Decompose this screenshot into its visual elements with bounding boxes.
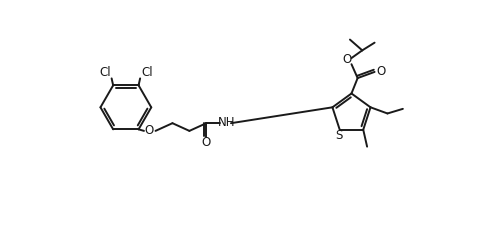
- Text: S: S: [335, 129, 342, 142]
- Text: O: O: [376, 65, 385, 78]
- Text: Cl: Cl: [99, 66, 111, 79]
- Text: Cl: Cl: [141, 66, 153, 79]
- Text: NH: NH: [217, 116, 235, 129]
- Text: O: O: [202, 136, 211, 149]
- Text: O: O: [342, 53, 351, 66]
- Text: O: O: [145, 124, 154, 137]
